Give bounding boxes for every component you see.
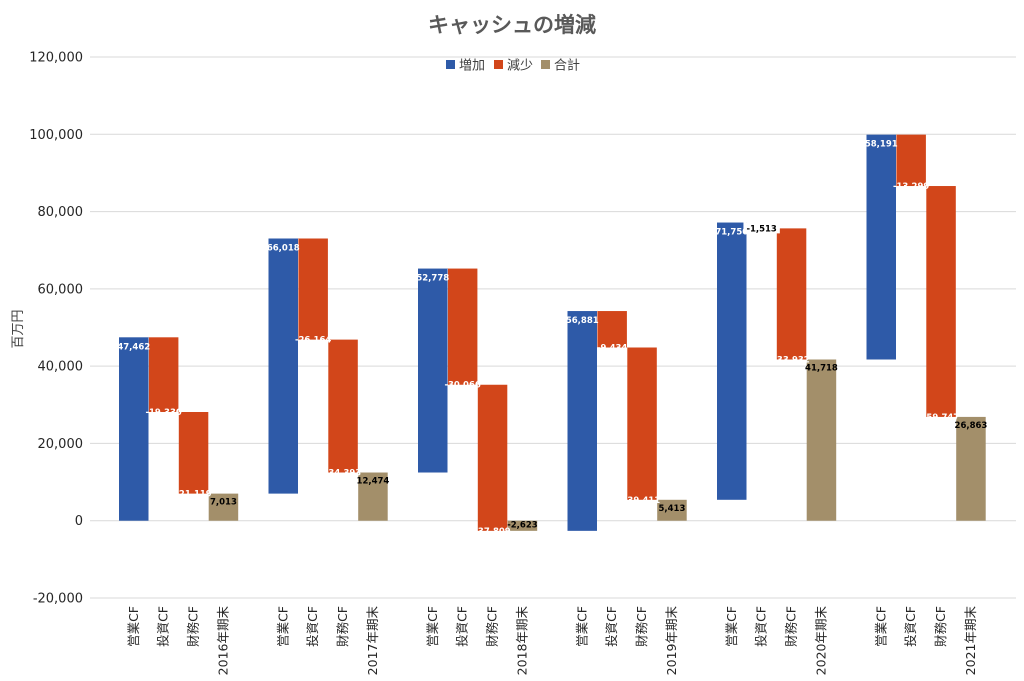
x-tick-label: 営業CF	[425, 606, 440, 647]
x-tick-label: 営業CF	[873, 606, 888, 647]
bar-increase	[567, 311, 597, 531]
y-tick-label: 0	[75, 514, 83, 529]
x-tick-label: 投資CF	[604, 606, 619, 647]
legend-swatch-total	[541, 60, 550, 69]
x-tick-label: 営業CF	[574, 606, 589, 647]
bar-decrease	[148, 337, 179, 413]
data-label: 7,013	[210, 498, 237, 508]
data-label: -30,066	[444, 381, 480, 391]
bar-decrease	[178, 412, 209, 494]
x-tick-label: 2017年期末	[365, 606, 380, 676]
x-tick-label: 財務CF	[186, 606, 201, 647]
data-label: -34,393	[325, 469, 361, 479]
data-label: 26,863	[955, 421, 988, 431]
data-label: -9,434	[597, 344, 627, 354]
legend-label-increase: 増加	[459, 59, 485, 74]
data-label: -59,747	[923, 413, 959, 423]
bar-decrease	[597, 311, 627, 348]
data-label: 58,191	[865, 140, 898, 150]
data-label: 12,474	[357, 477, 390, 487]
bar-increase	[268, 238, 298, 494]
x-tick-label: 2016年期末	[215, 606, 230, 676]
x-tick-label: 財務CF	[933, 606, 948, 647]
data-label: -19,330	[145, 408, 181, 418]
legend-label-total: 合計	[554, 58, 580, 74]
chart-title: キャッシュの増減	[428, 13, 596, 37]
x-tick-label: 2021年期末	[963, 606, 978, 676]
data-label: 66,018	[267, 244, 300, 254]
data-label: -33,932	[773, 356, 809, 366]
data-label: 47,462	[117, 342, 150, 352]
data-label: -37,809	[474, 527, 510, 537]
bar-decrease	[447, 268, 478, 385]
data-label: 52,778	[416, 274, 449, 284]
y-tick-label: 40,000	[38, 360, 84, 375]
bar-total	[657, 499, 687, 521]
bar-total	[956, 416, 986, 521]
x-tick-label: 営業CF	[275, 606, 290, 647]
x-tick-label: 投資CF	[156, 606, 171, 647]
x-tick-label: 財務CF	[784, 606, 799, 647]
bar-increase	[418, 268, 448, 473]
data-label: -26,164	[295, 336, 331, 346]
bar-decrease	[298, 238, 328, 340]
x-tick-label: 2020年期末	[813, 606, 828, 676]
y-axis-ticks: -20,000 0 20,000 40,000 60,000 80,000 100,000 1…	[29, 51, 83, 607]
x-tick-label: 投資CF	[455, 606, 470, 647]
bar-decrease	[477, 384, 508, 531]
y-tick-label: 100,000	[29, 128, 83, 143]
x-axis-ticks: 営業CF 投資CF 財務CF 2016年期末 営業CF 投資CF 財務CF 2017年期末 営業…	[126, 606, 978, 676]
x-tick-label: 財務CF	[335, 606, 350, 647]
bar-increase	[119, 337, 149, 521]
legend-label-decrease: 減少	[507, 58, 533, 74]
bar-increase	[717, 222, 747, 500]
x-tick-label: 財務CF	[634, 606, 649, 647]
data-label: 5,413	[659, 504, 686, 514]
bar-decrease	[926, 186, 956, 417]
bar-total	[358, 472, 388, 521]
bar-total	[806, 359, 837, 521]
x-tick-label: 投資CF	[305, 606, 320, 647]
x-tick-label: 営業CF	[724, 606, 739, 647]
bar-decrease	[896, 134, 926, 187]
data-label: -39,411	[624, 496, 660, 506]
data-label: 41,718	[805, 364, 838, 374]
y-axis-label: 百万円	[11, 309, 26, 348]
x-tick-label: 財務CF	[485, 606, 500, 647]
y-tick-label: 120,000	[29, 51, 83, 66]
x-tick-label: 投資CF	[754, 606, 769, 647]
data-label: -13,299	[893, 182, 929, 192]
bar-increase	[866, 134, 896, 360]
data-label: -21,119	[175, 490, 211, 500]
y-tick-label: 80,000	[38, 205, 84, 220]
data-label-background	[743, 222, 780, 234]
bar-total	[507, 520, 538, 531]
x-tick-label: 2019年期末	[664, 606, 679, 676]
y-tick-label: -20,000	[33, 592, 83, 607]
bar-decrease	[627, 347, 657, 500]
x-tick-label: 営業CF	[126, 606, 141, 647]
legend: 増加 減少 合計	[446, 58, 580, 74]
bar-total	[208, 493, 239, 521]
data-label: 56,881	[566, 316, 599, 326]
legend-swatch-decrease	[494, 60, 503, 69]
bar-decrease	[328, 339, 358, 473]
gridlines	[90, 56, 1016, 599]
bars	[119, 134, 986, 531]
bar-decrease	[776, 228, 807, 360]
y-tick-label: 20,000	[38, 437, 84, 452]
x-tick-label: 2018年期末	[514, 606, 529, 676]
data-label: 71,750	[715, 228, 748, 238]
x-tick-label: 投資CF	[903, 606, 918, 647]
legend-swatch-increase	[446, 60, 455, 69]
data-label: -1,513	[746, 224, 776, 234]
y-tick-label: 60,000	[38, 282, 84, 297]
data-label: -2,623	[507, 521, 537, 531]
